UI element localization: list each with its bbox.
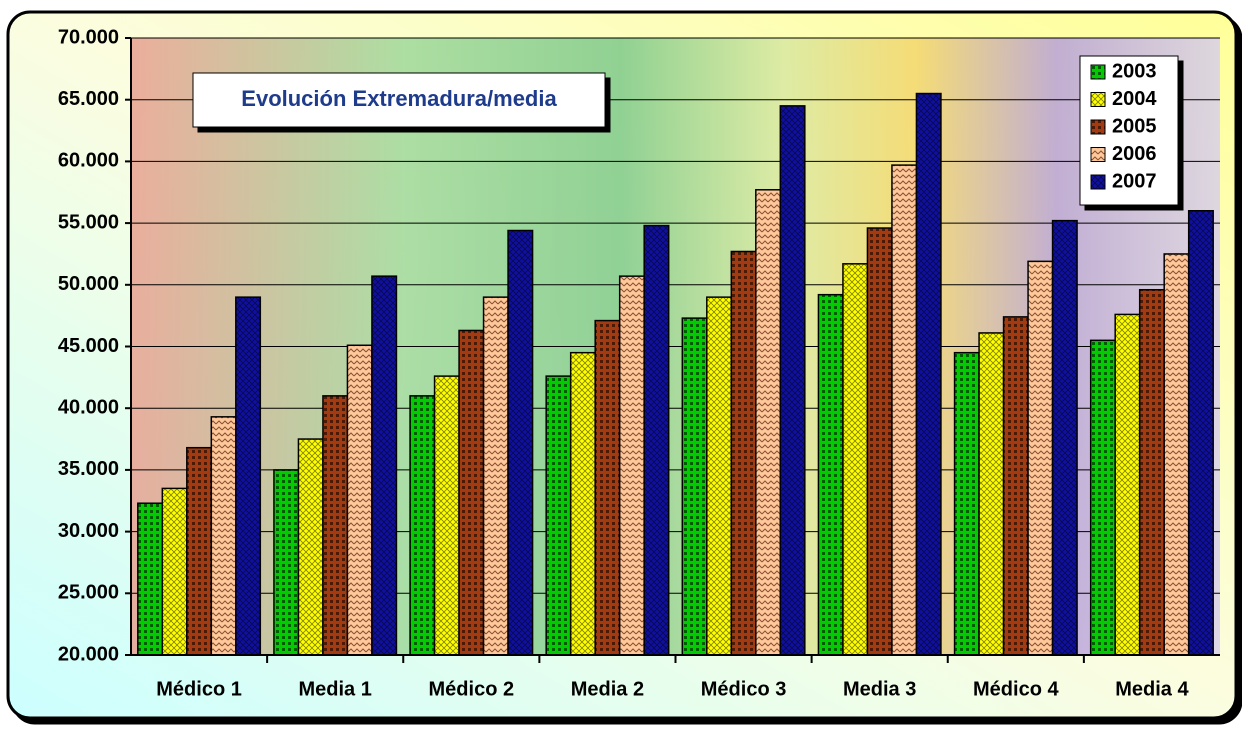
bar — [569, 351, 596, 656]
y-tick-label: 50.000 — [58, 273, 119, 295]
bar — [210, 416, 237, 656]
y-tick-label: 45.000 — [58, 335, 119, 357]
title-box — [192, 72, 606, 128]
bar — [458, 329, 485, 656]
legend-label: 2006 — [1112, 143, 1157, 165]
x-tick-label: Médico 1 — [156, 678, 242, 700]
legend-label: 2007 — [1112, 170, 1157, 192]
bar — [297, 438, 324, 656]
bar — [1051, 219, 1078, 656]
y-tick-label: 40.000 — [58, 396, 119, 418]
bar — [730, 250, 757, 656]
bar — [346, 344, 373, 656]
y-tick-label: 70.000 — [58, 26, 119, 48]
bar — [755, 189, 782, 656]
bar — [322, 395, 349, 656]
bar — [1002, 316, 1029, 656]
legend-swatch — [1090, 92, 1106, 107]
bar — [1163, 253, 1190, 656]
bar — [594, 319, 621, 656]
bar — [643, 224, 670, 656]
bar — [842, 263, 869, 656]
bar — [137, 502, 164, 656]
bar — [482, 296, 509, 656]
legend-swatch — [1090, 147, 1106, 162]
x-tick-label: Media 3 — [843, 678, 916, 700]
bar — [681, 317, 708, 656]
legend-swatch — [1090, 64, 1106, 80]
y-tick-label: 35.000 — [58, 458, 119, 480]
y-tick-label: 30.000 — [58, 520, 119, 542]
bar — [1187, 210, 1214, 656]
bar — [161, 487, 188, 656]
bar — [891, 164, 918, 656]
x-tick-label: Media 1 — [299, 678, 372, 700]
bar — [371, 275, 398, 656]
bar — [779, 105, 806, 656]
bar — [1027, 260, 1054, 656]
bar — [817, 293, 844, 656]
legend-label: 2004 — [1112, 88, 1157, 110]
bar — [1114, 313, 1141, 656]
x-tick-label: Media 4 — [1115, 678, 1189, 700]
bar — [409, 395, 436, 656]
bar — [235, 296, 262, 656]
y-tick-label: 20.000 — [58, 643, 119, 665]
bar — [915, 92, 942, 656]
bar — [618, 275, 645, 656]
bar — [507, 229, 534, 656]
x-tick-label: Médico 3 — [701, 678, 787, 700]
bar — [545, 375, 572, 656]
legend-swatch — [1090, 174, 1106, 190]
y-tick-label: 65.000 — [58, 88, 119, 110]
bar — [706, 296, 733, 656]
bar — [1138, 288, 1165, 656]
legend-label: 2003 — [1112, 60, 1157, 82]
x-tick-label: Media 2 — [571, 678, 644, 700]
y-tick-label: 60.000 — [58, 150, 119, 172]
bar — [978, 332, 1005, 656]
bar — [186, 446, 213, 656]
y-tick-label: 55.000 — [58, 211, 119, 233]
legend-swatch — [1090, 119, 1106, 135]
y-tick-label: 25.000 — [58, 582, 119, 604]
x-tick-label: Médico 4 — [973, 678, 1059, 700]
bar — [1089, 339, 1116, 656]
bar — [866, 227, 893, 656]
legend-label: 2005 — [1112, 115, 1157, 137]
bar — [953, 351, 980, 656]
bar — [433, 375, 460, 656]
bar — [273, 469, 300, 656]
chart-title: Evolución Extremadura/media — [241, 86, 557, 111]
x-tick-label: Médico 2 — [429, 678, 515, 700]
